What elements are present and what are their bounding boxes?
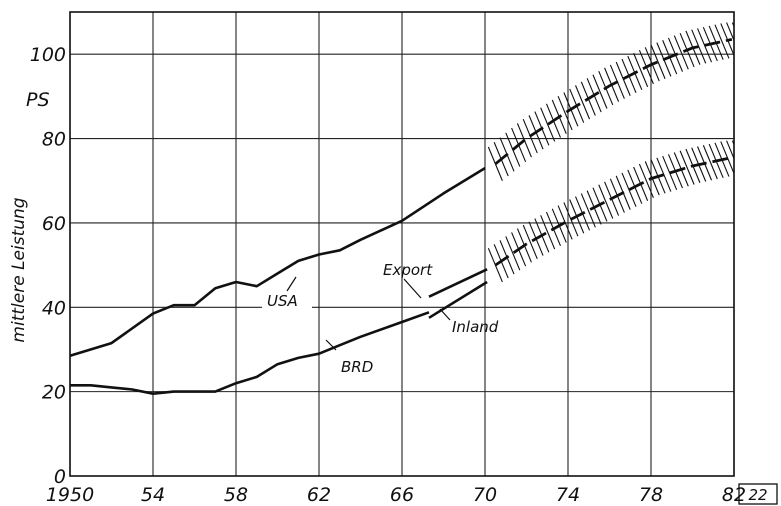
hatch-mark: [702, 145, 718, 180]
leader-inland: [439, 308, 451, 321]
hatch-mark: [540, 107, 556, 142]
label-brd: BRD: [341, 358, 373, 376]
forecast-band-brd: [487, 140, 734, 283]
plot-frame: [69, 11, 735, 477]
series-line-inland: [428, 280, 488, 319]
hatch-mark: [575, 85, 591, 120]
hatch-mark: [592, 74, 608, 109]
hatch-mark: [679, 150, 695, 185]
hatch-mark: [580, 193, 596, 228]
label-backdrop: [262, 296, 312, 316]
hatch-mark: [540, 215, 556, 250]
label-export: Export: [383, 261, 433, 279]
hatch-mark: [505, 236, 521, 271]
label-leaders: [262, 276, 451, 351]
leader-usa: [286, 276, 297, 292]
series-line-usa: [69, 166, 486, 358]
x-tick-label: 82: [722, 484, 746, 506]
x-tick-labels: 1950 54 58 62 66 70 74 78 82: [46, 484, 746, 506]
x-tick-label: 66: [390, 484, 414, 506]
hatch-mark: [621, 172, 637, 207]
x-tick-label: 54: [141, 484, 165, 506]
y-tick-label: 60: [42, 213, 66, 235]
hatch-mark: [650, 44, 666, 79]
forecast-bands: [487, 22, 734, 283]
hatch-mark: [522, 224, 538, 259]
y-unit-label: PS: [26, 89, 50, 111]
x-tick-label: 74: [556, 484, 580, 506]
hatch-mark: [615, 61, 631, 96]
y-tick-labels: 0 20 40 60 80 100: [30, 44, 66, 488]
series-line-export: [428, 268, 488, 298]
figure-number-box: [738, 483, 778, 505]
grid-lines: [69, 12, 735, 477]
hatch-mark: [487, 248, 503, 283]
leader-export: [403, 278, 422, 299]
hatch-mark: [691, 29, 707, 64]
hatch-mark: [633, 52, 649, 88]
series-line-brd: [70, 311, 430, 396]
x-tick-label: 62: [307, 484, 331, 506]
x-tick-label: 1950: [46, 484, 94, 506]
forecast-line-usa: [494, 38, 733, 165]
y-axis-title: mittlere Leistung: [9, 197, 29, 342]
hatch-mark: [673, 35, 689, 70]
leader-brd: [325, 339, 337, 351]
y-tick-label: 80: [42, 129, 66, 151]
label-inland: Inland: [452, 318, 499, 336]
hatch-mark: [638, 163, 654, 199]
y-tick-label: 0: [54, 466, 66, 488]
y-tick-label: 20: [42, 382, 66, 404]
label-usa: USA: [267, 292, 298, 310]
x-tick-label: 70: [473, 484, 497, 506]
x-tick-label: 58: [224, 484, 248, 506]
figure-number: 22: [748, 486, 767, 504]
x-tick-label: 78: [639, 484, 663, 506]
hatch-mark: [557, 95, 573, 131]
y-tick-label: 100: [30, 44, 66, 66]
y-tick-label: 40: [42, 297, 66, 319]
hatch-mark: [598, 184, 614, 219]
hatch-mark: [714, 24, 730, 59]
series-lines: [69, 38, 733, 396]
hatch-mark: [662, 155, 678, 191]
forecast-line-brd: [494, 156, 733, 267]
